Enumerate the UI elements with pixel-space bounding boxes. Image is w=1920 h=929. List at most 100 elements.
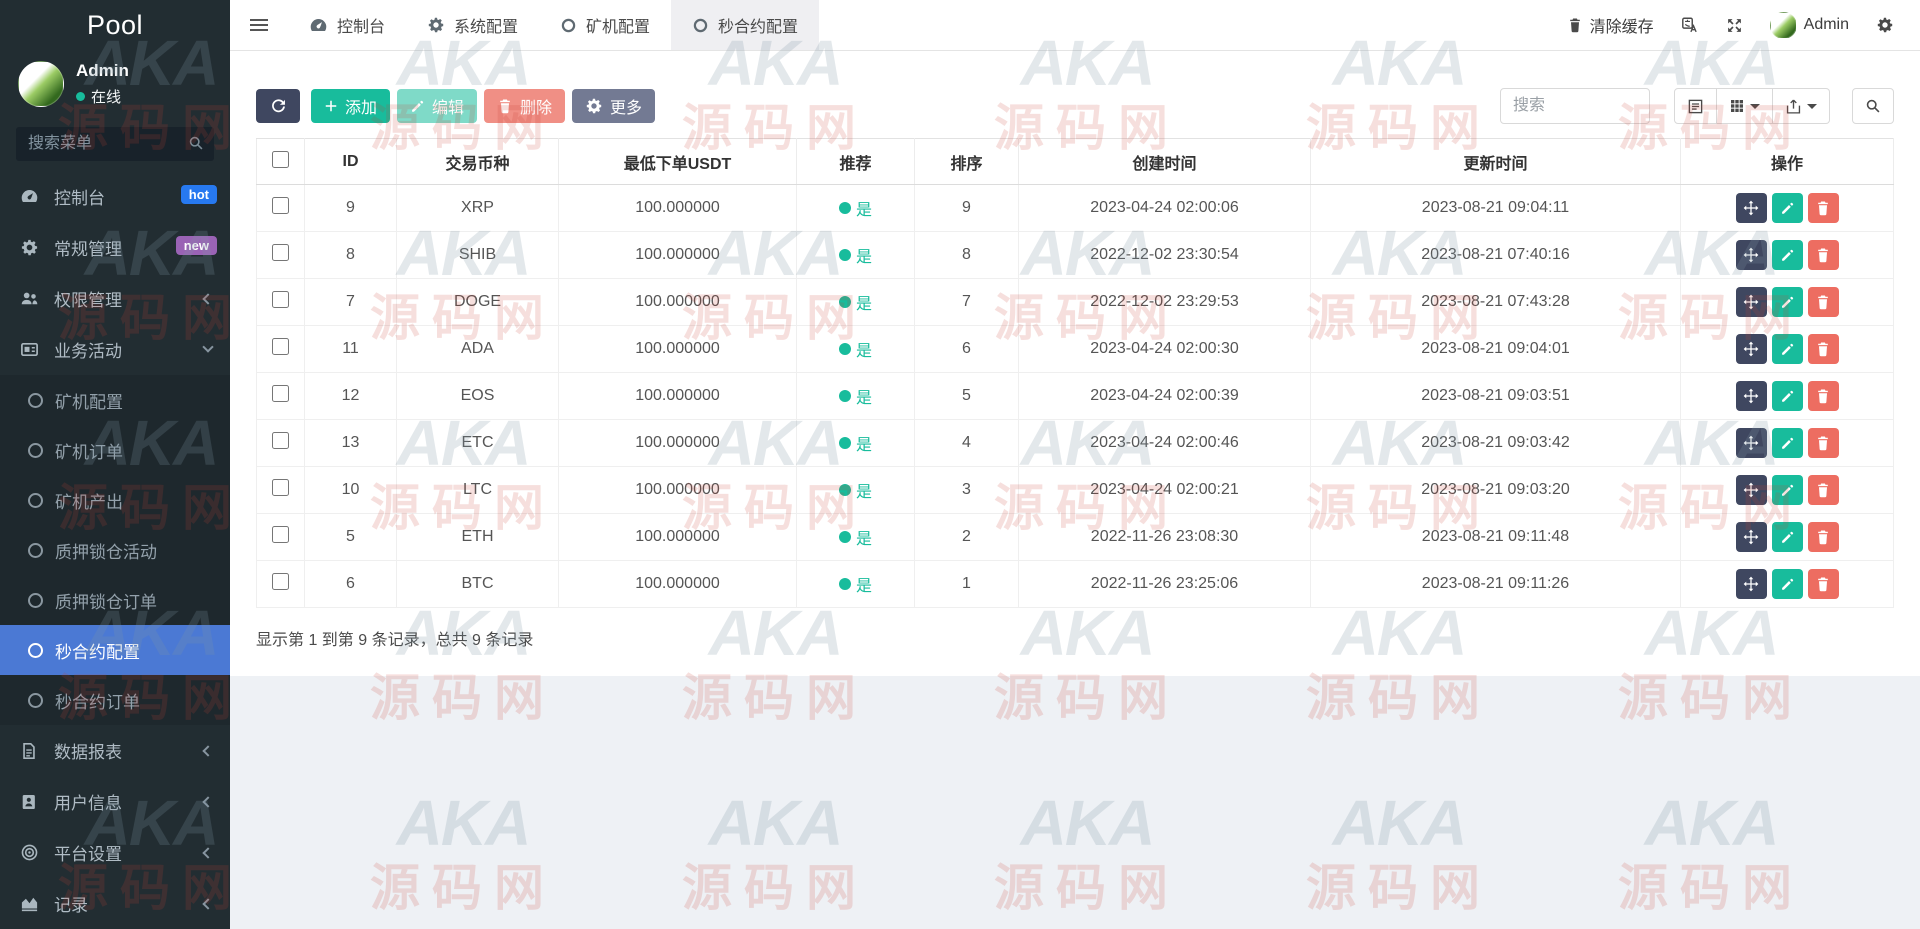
row-drag-button[interactable]: [1736, 569, 1767, 599]
cell-created: 2023-04-24 02:00:39: [1019, 373, 1311, 420]
sidebar-search-input[interactable]: [16, 127, 214, 161]
row-checkbox[interactable]: [272, 197, 289, 214]
sidebar-subitem[interactable]: 秒合约配置: [0, 625, 230, 675]
chevron-left-icon: [202, 745, 213, 756]
row-checkbox[interactable]: [272, 244, 289, 261]
app-logo: Pool: [0, 0, 230, 51]
delete-button[interactable]: 删除: [484, 89, 565, 123]
sidebar-item[interactable]: 记录: [0, 878, 230, 929]
row-delete-button[interactable]: [1808, 381, 1839, 411]
table-row[interactable]: 12EOS100.000000是52023-04-24 02:00:392023…: [257, 373, 1894, 420]
topnav-tab[interactable]: 秒合约配置: [671, 0, 819, 50]
columns-button[interactable]: [1717, 88, 1773, 124]
admin-menu[interactable]: Admin: [1770, 12, 1849, 39]
edit-button[interactable]: 编辑: [397, 89, 477, 123]
row-drag-button[interactable]: [1736, 475, 1767, 505]
table-search: [1500, 88, 1650, 124]
cell-created: 2023-04-24 02:00:06: [1019, 185, 1311, 232]
cell-min-usdt: 100.000000: [559, 514, 797, 561]
sidebar-subitem[interactable]: 矿机产出: [0, 475, 230, 525]
cell-updated: 2023-08-21 09:11:48: [1311, 514, 1681, 561]
sidebar-subitem[interactable]: 矿机订单: [0, 425, 230, 475]
topnav-tab-label: 矿机配置: [586, 13, 650, 37]
row-edit-button[interactable]: [1772, 287, 1803, 317]
select-all-checkbox[interactable]: [272, 151, 289, 168]
hamburger-menu-button[interactable]: [230, 0, 288, 50]
sidebar-item[interactable]: 用户信息: [0, 776, 230, 827]
row-edit-button[interactable]: [1772, 240, 1803, 270]
row-delete-button[interactable]: [1808, 569, 1839, 599]
sidebar-item[interactable]: 业务活动: [0, 324, 230, 375]
row-checkbox[interactable]: [272, 573, 289, 590]
sidebar-subitem[interactable]: 质押锁仓订单: [0, 575, 230, 625]
cell-sort: 8: [915, 232, 1019, 279]
topbar-actions: 清除缓存 Admin: [1567, 0, 1920, 50]
fullscreen-button[interactable]: [1726, 17, 1743, 34]
sidebar-subitem[interactable]: 矿机配置: [0, 375, 230, 425]
export-button[interactable]: [1773, 88, 1830, 124]
sidebar-item[interactable]: 平台设置: [0, 827, 230, 878]
language-button[interactable]: [1681, 16, 1699, 34]
toggle-view-button[interactable]: [1674, 88, 1717, 124]
row-delete-button[interactable]: [1808, 287, 1839, 317]
row-drag-button[interactable]: [1736, 240, 1767, 270]
row-edit-button[interactable]: [1772, 522, 1803, 552]
row-checkbox[interactable]: [272, 338, 289, 355]
topnav-tab[interactable]: 系统配置: [406, 0, 539, 50]
row-drag-button[interactable]: [1736, 287, 1767, 317]
row-checkbox[interactable]: [272, 432, 289, 449]
sidebar-item[interactable]: 控制台hot: [0, 171, 230, 222]
recommend-dot-icon: [839, 390, 851, 402]
data-table: ID交易币种最低下单USDT推荐排序创建时间更新时间操作 9XRP100.000…: [256, 138, 1894, 608]
row-edit-button[interactable]: [1772, 428, 1803, 458]
table-row[interactable]: 13ETC100.000000是42023-04-24 02:00:462023…: [257, 420, 1894, 467]
table-row[interactable]: 10LTC100.000000是32023-04-24 02:00:212023…: [257, 467, 1894, 514]
sidebar-item[interactable]: 权限管理: [0, 273, 230, 324]
row-edit-button[interactable]: [1772, 193, 1803, 223]
row-drag-button[interactable]: [1736, 334, 1767, 364]
sidebar-item[interactable]: 常规管理new: [0, 222, 230, 273]
cell-recommend: 是: [797, 561, 915, 608]
row-checkbox[interactable]: [272, 385, 289, 402]
add-button[interactable]: 添加: [311, 89, 390, 123]
recommend-dot-icon: [839, 578, 851, 590]
row-delete-button[interactable]: [1808, 240, 1839, 270]
settings-button[interactable]: [1876, 16, 1894, 34]
row-checkbox[interactable]: [272, 479, 289, 496]
table-row[interactable]: 11ADA100.000000是62023-04-24 02:00:302023…: [257, 326, 1894, 373]
clear-cache-button[interactable]: 清除缓存: [1567, 13, 1654, 37]
refresh-icon: [270, 98, 287, 115]
sidebar-item[interactable]: 数据报表: [0, 725, 230, 776]
row-delete-button[interactable]: [1808, 475, 1839, 505]
cell-sort: 4: [915, 420, 1019, 467]
table-row[interactable]: 8SHIB100.000000是82022-12-02 23:30:542023…: [257, 232, 1894, 279]
topnav-tab[interactable]: 控制台: [288, 0, 406, 50]
row-checkbox[interactable]: [272, 291, 289, 308]
row-drag-button[interactable]: [1736, 428, 1767, 458]
topnav-tab[interactable]: 矿机配置: [539, 0, 671, 50]
table-row[interactable]: 7DOGE100.000000是72022-12-02 23:29:532023…: [257, 279, 1894, 326]
sidebar-subitem[interactable]: 质押锁仓活动: [0, 525, 230, 575]
sidebar-subitem[interactable]: 秒合约订单: [0, 675, 230, 725]
more-button[interactable]: 更多: [572, 89, 655, 123]
table-row[interactable]: 5ETH100.000000是22022-11-26 23:08:302023-…: [257, 514, 1894, 561]
row-drag-button[interactable]: [1736, 193, 1767, 223]
row-edit-button[interactable]: [1772, 475, 1803, 505]
table-search-input[interactable]: [1500, 88, 1650, 124]
row-delete-button[interactable]: [1808, 428, 1839, 458]
row-delete-button[interactable]: [1808, 334, 1839, 364]
recommend-label: 是: [856, 290, 872, 314]
row-drag-button[interactable]: [1736, 522, 1767, 552]
row-edit-button[interactable]: [1772, 569, 1803, 599]
table-row[interactable]: 9XRP100.000000是92023-04-24 02:00:062023-…: [257, 185, 1894, 232]
table-row[interactable]: 6BTC100.000000是12022-11-26 23:25:062023-…: [257, 561, 1894, 608]
search-toggle-button[interactable]: [1852, 88, 1894, 124]
refresh-button[interactable]: [256, 89, 300, 123]
row-delete-button[interactable]: [1808, 522, 1839, 552]
row-edit-button[interactable]: [1772, 381, 1803, 411]
chevron-left-icon: [202, 898, 213, 909]
row-delete-button[interactable]: [1808, 193, 1839, 223]
row-edit-button[interactable]: [1772, 334, 1803, 364]
row-drag-button[interactable]: [1736, 381, 1767, 411]
row-checkbox[interactable]: [272, 526, 289, 543]
